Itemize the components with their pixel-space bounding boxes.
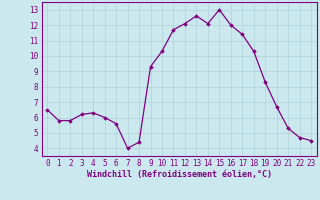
X-axis label: Windchill (Refroidissement éolien,°C): Windchill (Refroidissement éolien,°C) — [87, 170, 272, 179]
